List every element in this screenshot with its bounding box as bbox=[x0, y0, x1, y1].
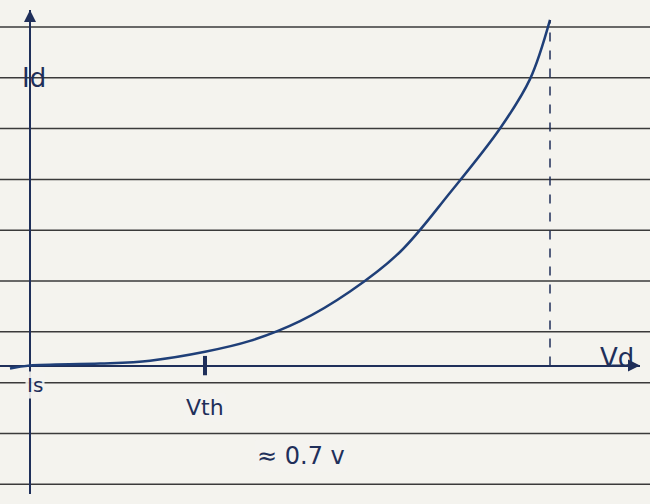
svg-text:Vd: Vd bbox=[600, 343, 634, 373]
svg-text:≈ 0.7 v: ≈ 0.7 v bbox=[257, 442, 345, 470]
svg-text:Vth: Vth bbox=[186, 395, 224, 420]
svg-text:Is: Is bbox=[27, 373, 43, 397]
svg-text:Id: Id bbox=[22, 63, 46, 93]
